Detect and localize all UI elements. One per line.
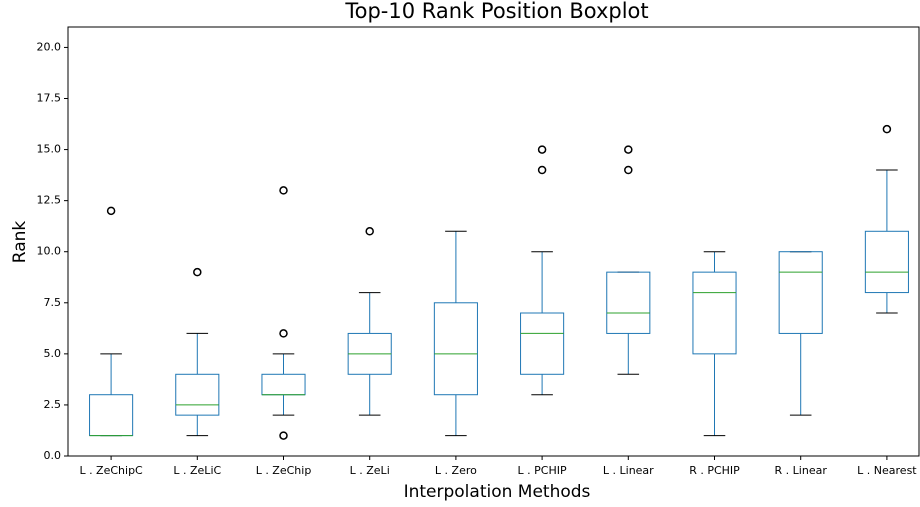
box <box>520 312 565 375</box>
x-tick-label: L . Nearest <box>857 464 917 477</box>
flier <box>279 431 288 440</box>
y-tick-label: 17.5 <box>37 92 62 105</box>
box <box>606 271 651 334</box>
y-tick-label: 10.0 <box>37 245 62 258</box>
flier <box>279 329 288 338</box>
flier <box>365 227 374 236</box>
flier <box>882 124 892 134</box>
y-tick-label: 0.0 <box>44 449 62 462</box>
x-tick-label: L . ZeChipC <box>79 464 143 477</box>
x-tick-label: R . PCHIP <box>689 464 740 477</box>
flier <box>193 267 202 277</box>
y-tick-label: 7.5 <box>44 296 62 309</box>
flier <box>537 165 547 175</box>
chart-title: Top-10 Rank Position Boxplot <box>344 0 648 23</box>
box <box>175 373 220 416</box>
flier <box>279 186 288 195</box>
box <box>692 271 737 355</box>
x-tick-label: L . ZeLi <box>350 464 390 477</box>
y-axis-label: Rank <box>10 221 30 264</box>
y-tick-label: 12.5 <box>37 194 62 207</box>
x-tick-label: L . Zero <box>435 464 477 477</box>
y-tick-label: 20.0 <box>37 40 62 53</box>
x-tick-label: L . ZeChip <box>256 464 312 477</box>
x-tick-label: L . ZeLiC <box>173 464 221 477</box>
flier <box>624 145 633 154</box>
x-tick-label: R . Linear <box>775 464 828 477</box>
box <box>778 251 823 334</box>
flier <box>624 165 633 175</box>
y-tick-label: 5.0 <box>44 347 62 360</box>
box <box>864 230 909 294</box>
plot-frame <box>67 26 920 457</box>
x-tick-label: L . Linear <box>603 464 654 477</box>
y-tick-label: 2.5 <box>44 398 62 411</box>
x-axis-label: Interpolation Methods <box>404 482 591 502</box>
flier <box>106 206 116 216</box>
box <box>433 302 478 396</box>
x-tick-label: L . PCHIP <box>518 464 567 477</box>
y-tick-label: 15.0 <box>37 143 62 156</box>
box <box>89 394 134 437</box>
box <box>261 373 306 396</box>
flier <box>537 145 547 154</box>
